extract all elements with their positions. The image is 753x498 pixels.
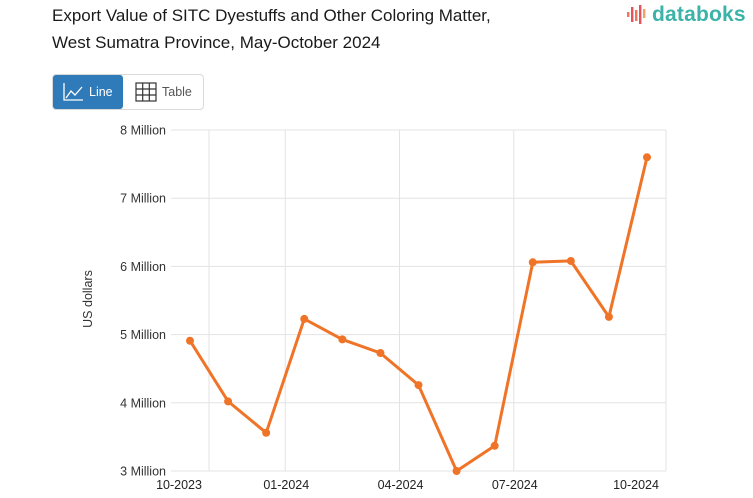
data-point[interactable] xyxy=(490,441,499,450)
y-tick-label: 7 Million xyxy=(120,192,166,206)
y-tick-label: 3 Million xyxy=(120,465,166,479)
x-tick-label: 04-2024 xyxy=(378,478,424,492)
data-point[interactable] xyxy=(528,258,537,267)
data-point[interactable] xyxy=(566,256,575,265)
table-view-label: Table xyxy=(162,85,192,99)
line-view-label: Line xyxy=(89,85,113,99)
logo-bars-icon xyxy=(627,5,646,24)
series-line xyxy=(188,156,649,473)
table-grid-icon xyxy=(135,82,157,102)
view-toggle: Line Table xyxy=(52,74,204,110)
data-points xyxy=(186,153,651,475)
data-point[interactable] xyxy=(338,335,347,344)
databoks-logo[interactable]: databoks xyxy=(626,3,746,27)
line-view-button[interactable]: Line xyxy=(53,75,123,109)
x-tick-label: 01-2024 xyxy=(263,478,309,492)
data-point[interactable] xyxy=(186,336,194,345)
table-view-button[interactable]: Table xyxy=(123,75,192,109)
x-axis-ticks: 10-2023 01-2024 04-2024 07-2024 10-2024 xyxy=(156,478,659,492)
data-point[interactable] xyxy=(224,397,233,406)
chart-title-line-1: Export Value of SITC Dyestuffs and Other… xyxy=(52,6,491,25)
data-point[interactable] xyxy=(414,381,423,390)
logo-text: databoks xyxy=(652,3,746,26)
x-tick-label: 07-2024 xyxy=(492,478,538,492)
data-point[interactable] xyxy=(452,467,461,475)
data-point[interactable] xyxy=(376,349,385,358)
line-chart-icon xyxy=(63,83,83,101)
chart-grid xyxy=(171,129,667,472)
x-tick-label: 10-2023 xyxy=(156,478,202,492)
y-axis-ticks: 3 Million 4 Million 5 Million 6 Million 7 Mi… xyxy=(120,124,166,479)
y-tick-label: 6 Million xyxy=(120,260,166,274)
x-tick-label: 10-2024 xyxy=(613,478,659,492)
data-point[interactable] xyxy=(300,314,309,323)
y-tick-label: 4 Million xyxy=(120,396,166,410)
data-point[interactable] xyxy=(262,428,271,437)
chart-title-line-2: West Sumatra Province, May-October 2024 xyxy=(52,33,381,52)
chart-title: Export Value of SITC Dyestuffs and Other… xyxy=(52,2,491,56)
data-point[interactable] xyxy=(604,312,613,321)
y-tick-label: 5 Million xyxy=(120,328,166,342)
y-tick-label: 8 Million xyxy=(120,124,166,138)
data-point[interactable] xyxy=(643,153,651,162)
